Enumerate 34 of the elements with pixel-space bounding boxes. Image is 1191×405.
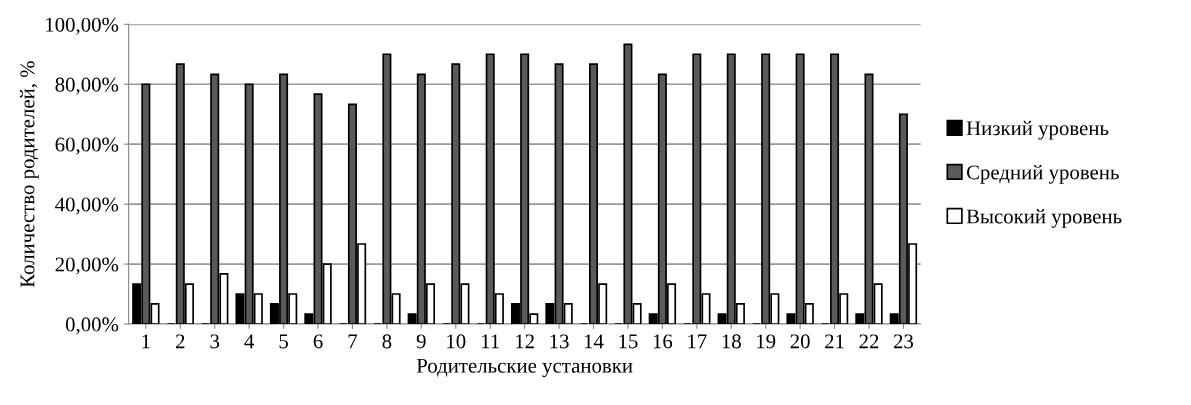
x-tick-label: 6 [313,334,323,349]
y-tick-label: 20,00% [55,257,119,275]
x-tick-label: 19 [757,334,776,349]
x-tick-label: 11 [482,334,499,349]
x-tick-label: 16 [653,334,673,349]
y-tick-label: 0,00% [65,317,119,335]
x-tick-label: 10 [447,334,466,349]
x-tick-label: 1 [142,334,150,349]
x-tick-label: 21 [825,334,844,349]
x-tick-label: 12 [516,334,534,349]
x-tick-label: 23 [893,334,914,349]
x-tick-label: 2 [175,334,185,349]
x-tick-label: 18 [722,334,741,349]
x-tick-label: 17 [688,334,707,349]
x-tick-label: 5 [279,334,288,349]
y-axis-title: Количество родителей, % [20,61,39,288]
x-tick-label: 20 [790,334,810,349]
x-tick-label: 8 [382,334,392,349]
y-tick-label: 80,00% [55,77,119,95]
x-tick-label: 22 [859,334,879,349]
legend-label: Высокий уровень [966,209,1122,228]
y-tick-label: 60,00% [55,137,119,155]
x-tick-label: 3 [210,334,220,349]
legend-label: Средний уровень [966,164,1119,184]
x-axis-title: Родительские установки [416,358,633,378]
x-tick-label: 7 [348,334,358,349]
x-tick-label: 13 [550,334,569,349]
x-tick-label: 9 [416,334,426,349]
x-tick-label: 4 [244,334,255,349]
legend-label: Низкий уровень [966,120,1109,140]
x-tick-label: 15 [619,334,638,349]
x-tick-label: 14 [584,334,604,349]
y-tick-label: 100,00% [46,17,119,35]
y-tick-label: 40,00% [55,197,119,215]
